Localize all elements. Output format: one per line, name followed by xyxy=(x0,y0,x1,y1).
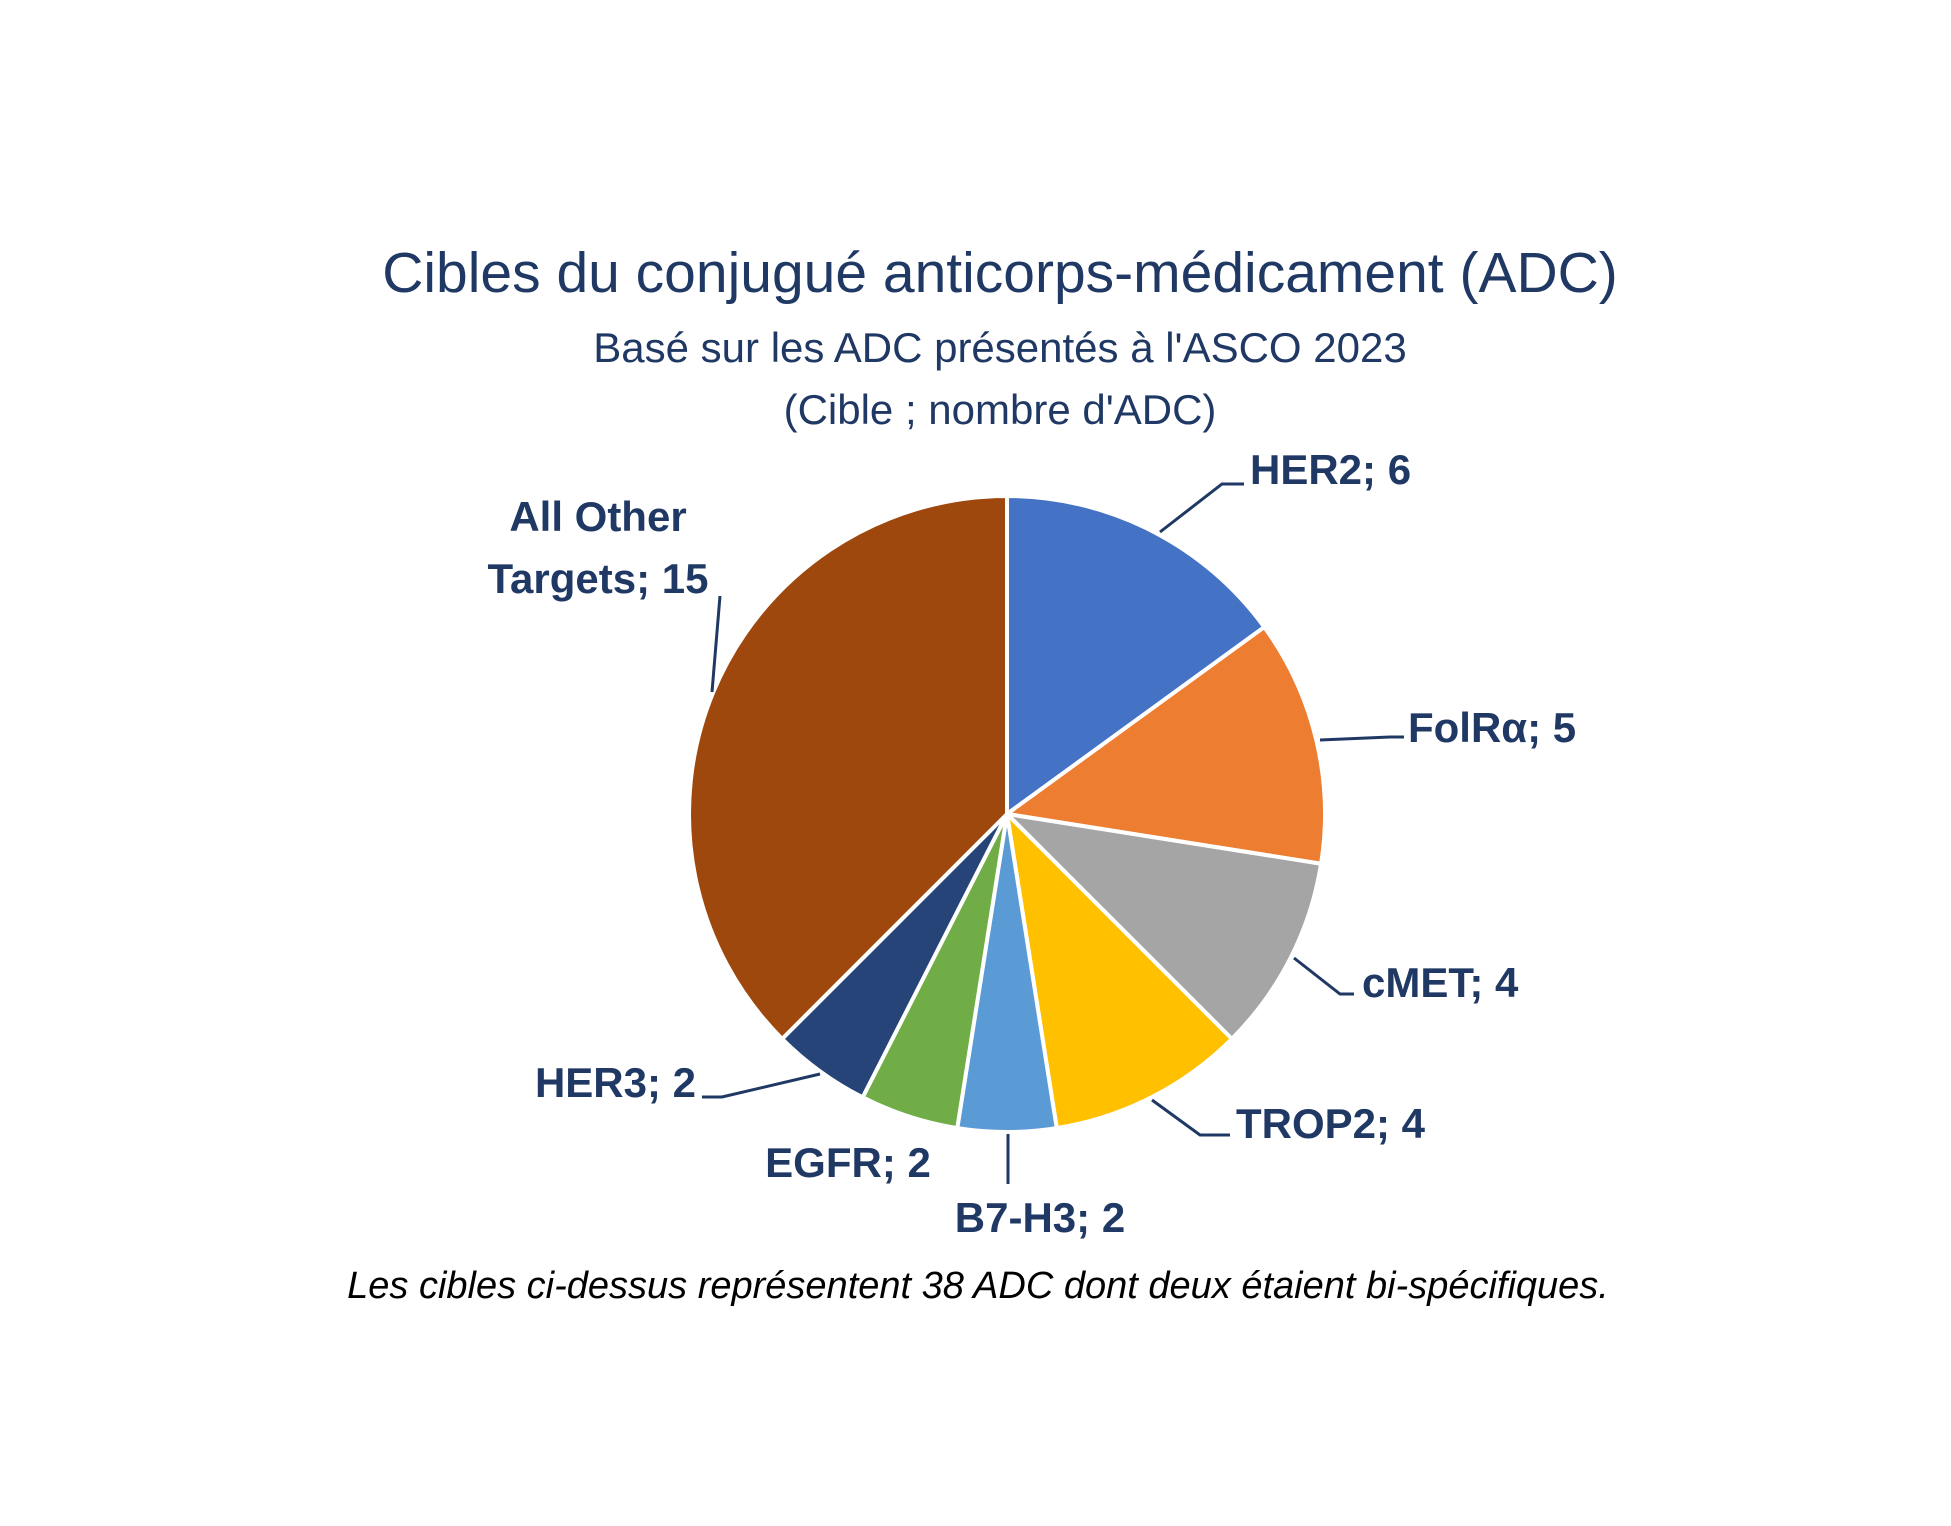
pie-slice-all-other-targets xyxy=(687,494,1009,1041)
slice-label: EGFR; 2 xyxy=(765,1139,931,1186)
leader-line xyxy=(1293,956,1354,996)
leader-line xyxy=(710,595,722,693)
leader-line xyxy=(1151,1098,1230,1137)
chart-footnote: Les cibles ci-dessus représentent 38 ADC… xyxy=(347,1265,1609,1307)
pie-slice-cmet xyxy=(1005,812,1324,1041)
pie-slice-trop2 xyxy=(1005,812,1234,1131)
slice-label: HER3; 2 xyxy=(535,1059,696,1106)
chart-subtitle-units: (Cible ; nombre d'ADC) xyxy=(784,386,1217,433)
leader-line xyxy=(1319,735,1404,742)
slice-labels: HER2; 6 FolRα; 5 cMET; 4 TROP2; 4 B7-H3; 2 EG… xyxy=(488,446,1577,1241)
slice-label: FolRα; 5 xyxy=(1408,704,1576,751)
slice-label: TROP2; 4 xyxy=(1236,1100,1426,1147)
chart-subtitle: Basé sur les ADC présentés à l'ASCO 2023 xyxy=(593,324,1406,371)
slice-label: All Other Targets; 15 xyxy=(488,493,709,602)
leader-lines xyxy=(702,482,1404,1184)
leader-line xyxy=(1159,482,1244,534)
pie-slice-folr- xyxy=(1005,625,1327,866)
pie-slices xyxy=(687,494,1327,1134)
leader-line xyxy=(702,1072,821,1099)
slice-label: B7-H3; 2 xyxy=(955,1194,1125,1241)
chart-title: Cibles du conjugué anticorps-médicament … xyxy=(382,241,1618,305)
pie-slice-her2 xyxy=(1005,494,1267,816)
slice-label: cMET; 4 xyxy=(1362,959,1519,1006)
slice-label: HER2; 6 xyxy=(1250,446,1411,493)
